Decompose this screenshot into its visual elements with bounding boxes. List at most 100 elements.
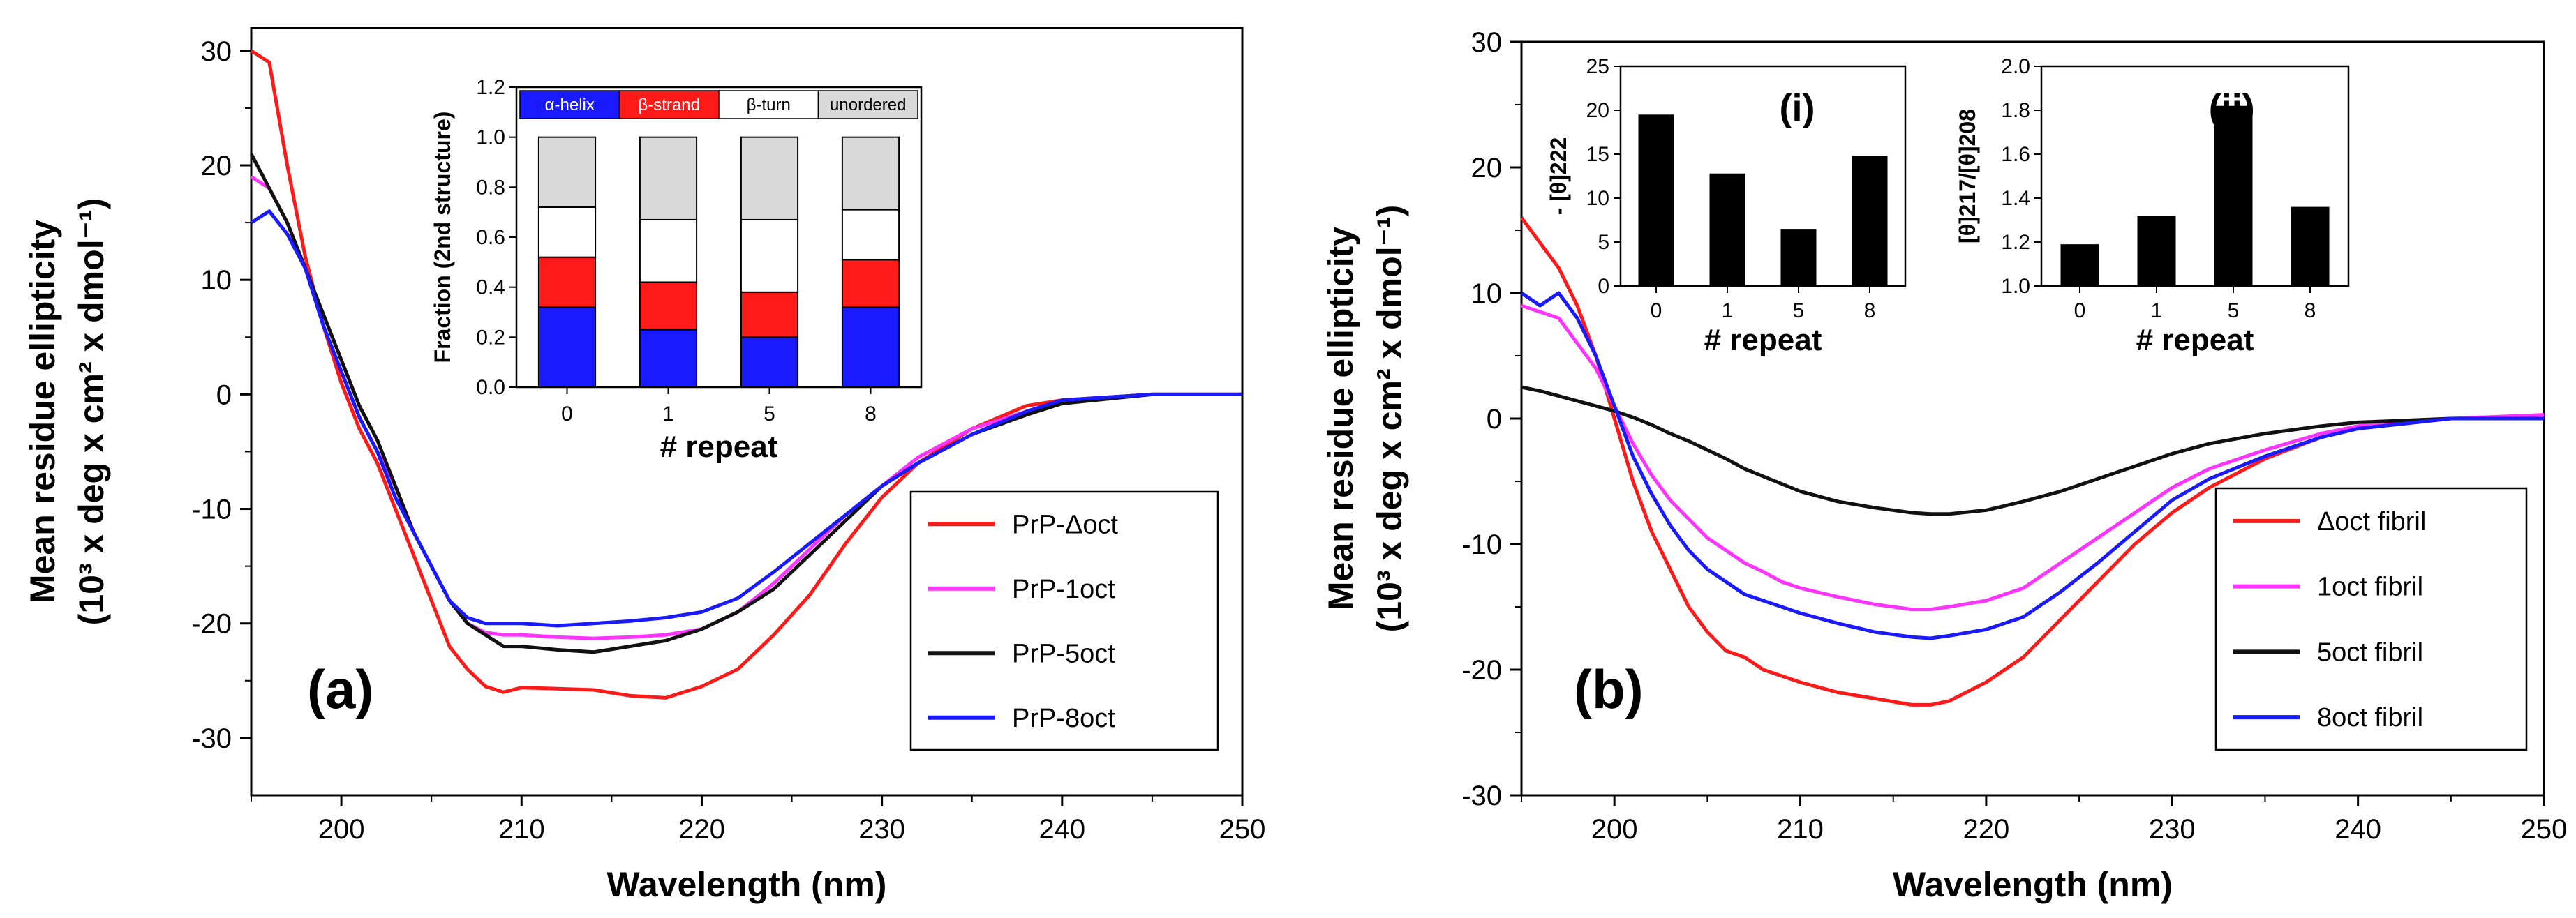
inset-y-tick-label: 10 [1586,187,1609,210]
stacked-bar-segment [537,206,597,258]
legend-entry-label: 1oct fibril [2317,573,2423,602]
inset-x-tick-label: 0 [1651,299,1662,322]
inset-x-axis-title: # repeat [660,430,778,464]
stacked-bar-segment [841,306,900,389]
inset-x-tick-label: 5 [764,402,775,426]
inset-y-axis-title: - [θ]222 [1546,137,1571,216]
legend-entry-label: 8oct fibril [2317,703,2423,732]
inset-panel-label: (i) [1779,87,1815,129]
x-tick-label: 210 [498,814,545,845]
stacked-bar-segment [537,306,597,389]
stacked-bar-segment [841,136,900,211]
inset-x-axis-title: # repeat [1704,323,1822,357]
y-axis-units: (10³ x deg x cm² x dmol⁻¹) [72,198,111,626]
stacked-bar-segment [639,329,698,389]
x-tick-label: 220 [1963,814,2010,845]
x-tick-label: 220 [678,814,725,845]
inset-panel-label: (ii) [2209,87,2255,129]
inset-x-tick-label: 1 [662,402,674,426]
inset-bar [1780,229,1817,286]
inset-bar [2137,216,2176,286]
inset-y-tick-label: 2.0 [2001,55,2030,78]
stacked-bar-segment [639,218,698,283]
chart-panel-b: 200 210 220 230 240 250-30-20-100102030Wavele… [1321,27,2567,904]
series-line-1 [1519,216,2544,707]
y-tick-label: 30 [1471,27,1503,58]
x-tick-label: 230 [858,814,905,845]
stacked-bar-segment [740,336,799,389]
inset-y-tick-label: 0.0 [476,376,505,399]
y-tick-label: 10 [201,265,232,296]
inset-y-tick-label: 0.8 [476,176,505,199]
y-tick-label: 20 [201,151,232,181]
inset-x-tick-label: 8 [2305,299,2316,322]
inset-x-tick-label: 8 [1864,299,1876,322]
legend-box [909,490,1219,751]
x-tick-label: 240 [1038,814,1085,845]
y-tick-label: -30 [191,723,232,754]
y-tick-label: 0 [1487,404,1502,435]
inset-y-tick-label: 1.2 [476,76,505,99]
inset-bar [1852,156,1888,286]
stacked-bar-segment [639,136,698,220]
inset-x-axis-title: # repeat [2136,323,2254,357]
legend-entry-label: PrP-1oct [1012,575,1115,604]
legend-entry-label: Δoct fibril [2317,507,2426,536]
inset-x-tick-label: 0 [2074,299,2086,322]
inset-x-tick-label: 1 [1722,299,1734,322]
legend-entry-label: PrP-8oct [1012,704,1115,733]
inset-legend-label: α-helix [545,96,595,114]
inset-legend-swatch [519,90,620,119]
inset-y-tick-label: 0.4 [476,276,505,299]
x-tick-label: 200 [1591,814,1638,845]
inset-y-tick-label: 20 [1586,99,1609,122]
inset-legend-label: β-strand [639,96,701,114]
inset-bar [2214,105,2253,286]
inset-y-tick-label: 0.6 [476,226,505,249]
inset-y-tick-label: 25 [1586,55,1609,78]
inset-y-tick-label: 1.4 [2001,187,2030,210]
stacked-bar-segment [841,209,900,261]
inset-legend-swatch [718,90,819,119]
legend-box [2214,487,2528,751]
stacked-bar-segment [740,136,799,220]
y-axis-units: (10³ x deg x cm² x dmol⁻¹) [1370,205,1409,633]
inset-legend-label: unordered [830,96,906,114]
inset-bar [2060,244,2099,286]
y-tick-label: 10 [1471,278,1503,309]
inset-y-tick-label: 5 [1598,231,1609,254]
x-tick-label: 250 [1219,814,1266,845]
panel-label: (b) [1574,659,1644,720]
inset-bar [1638,114,1674,286]
inset-y-tick-label: 0.2 [476,326,505,349]
inset-legend-label: β-turn [747,96,791,114]
series-line-4 [1520,291,2544,640]
inset-bar [1709,173,1745,286]
y-axis-title: Mean residue ellipticity [1321,227,1360,610]
plot-frame [250,27,1244,797]
y-tick-label: -30 [1461,781,1502,811]
stacked-bar-segment [639,281,698,331]
inset-bar [2291,206,2330,286]
inset-x-tick-label: 1 [2151,299,2163,322]
inset-y-tick-label: 1.0 [476,126,505,149]
inset-legend-swatch [618,90,720,119]
x-axis-title: Wavelength (nm) [1893,865,2173,904]
y-tick-label: 30 [201,36,232,67]
stacked-bar-segment [740,218,799,293]
inset-y-tick-label: 1.6 [2001,143,2030,166]
x-tick-label: 210 [1777,814,1824,845]
x-tick-label: 200 [318,814,365,845]
inset-y-tick-label: 0 [1598,275,1609,298]
inset-x-tick-label: 5 [1793,299,1805,322]
x-tick-label: 240 [2335,814,2381,845]
y-tick-label: -10 [1461,529,1502,560]
stacked-bar-segment [537,136,597,209]
x-tick-label: 230 [2149,814,2196,845]
legend-entry-label: PrP-Δoct [1012,510,1119,539]
series-line-3 [1521,385,2544,516]
inset-y-tick-label: 1.0 [2001,275,2030,298]
legend-entry-label: PrP-5oct [1012,639,1115,668]
y-tick-label: -20 [191,609,232,640]
